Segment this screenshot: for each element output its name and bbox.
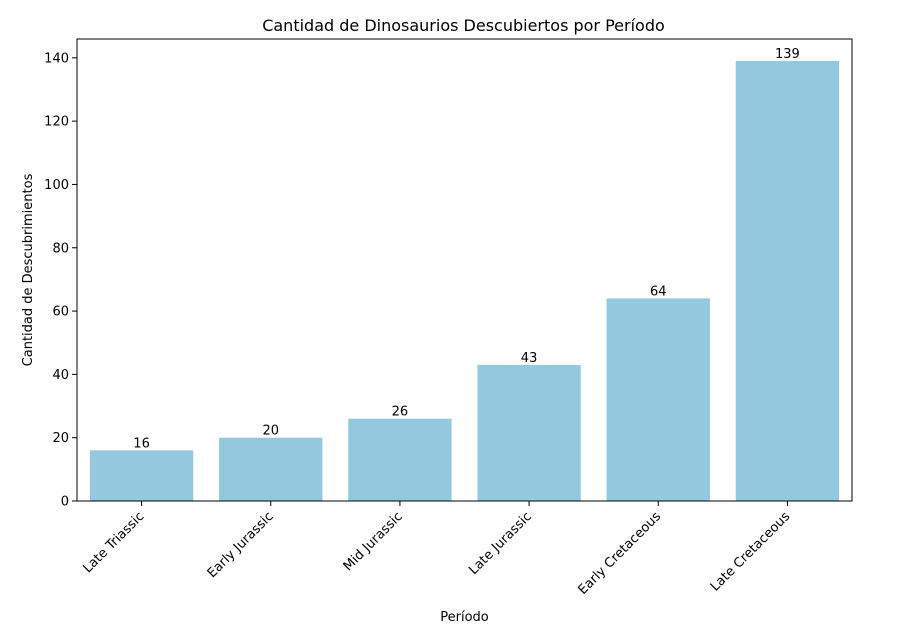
bar-early-cretaceous — [606, 298, 710, 501]
bar-late-cretaceous — [735, 61, 840, 501]
y-tick-label: 80 — [52, 241, 69, 256]
x-tick-label: Early Cretaceous — [575, 509, 664, 598]
data-label: 43 — [521, 351, 538, 366]
data-label: 139 — [775, 47, 800, 62]
y-axis-label: Cantidad de Descubrimientos — [21, 173, 36, 366]
y-tick-label: 60 — [52, 305, 69, 320]
y-tick-label: 20 — [52, 431, 69, 446]
bar-mid-jurassic — [348, 418, 452, 501]
x-axis: Late Triassic Early Jurassic Mid Jurassic L… — [80, 501, 793, 598]
data-label: 64 — [650, 284, 667, 299]
bar-early-jurassic — [219, 437, 323, 501]
bar-late-jurassic — [477, 364, 581, 501]
bars-layer — [89, 61, 840, 501]
chart-title: Cantidad de Dinosaurios Descubiertos por… — [262, 16, 665, 35]
y-tick-label: 120 — [44, 115, 69, 130]
x-tick-label: Late Triassic — [80, 509, 147, 576]
bar-late-triassic — [89, 450, 194, 501]
y-tick-label: 100 — [44, 178, 69, 193]
plot-frame — [76, 38, 853, 502]
data-label: 26 — [392, 405, 409, 420]
x-tick-label: Late Jurassic — [466, 509, 535, 578]
y-tick-label: 0 — [61, 495, 69, 510]
x-axis-label: Período — [440, 610, 489, 625]
y-tick-label: 40 — [52, 368, 69, 383]
x-tick-label: Mid Jurassic — [341, 509, 406, 574]
data-label: 20 — [262, 424, 279, 439]
data-labels-layer: 16 20 26 43 64 139 — [133, 47, 800, 451]
y-tick-label: 140 — [44, 51, 69, 66]
x-tick-label: Early Jurassic — [205, 509, 277, 581]
data-label: 16 — [133, 436, 150, 451]
y-axis: 0 20 40 60 80 100 120 140 — [44, 51, 77, 510]
x-tick-label: Late Cretaceous — [708, 509, 794, 595]
